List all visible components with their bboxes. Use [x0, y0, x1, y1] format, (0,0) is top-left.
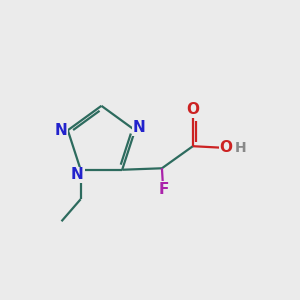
- Text: O: O: [220, 140, 232, 155]
- Text: O: O: [186, 102, 200, 117]
- Text: H: H: [235, 141, 247, 155]
- Text: N: N: [55, 123, 68, 138]
- Text: F: F: [158, 182, 169, 197]
- Text: N: N: [71, 167, 84, 182]
- Text: N: N: [133, 120, 145, 135]
